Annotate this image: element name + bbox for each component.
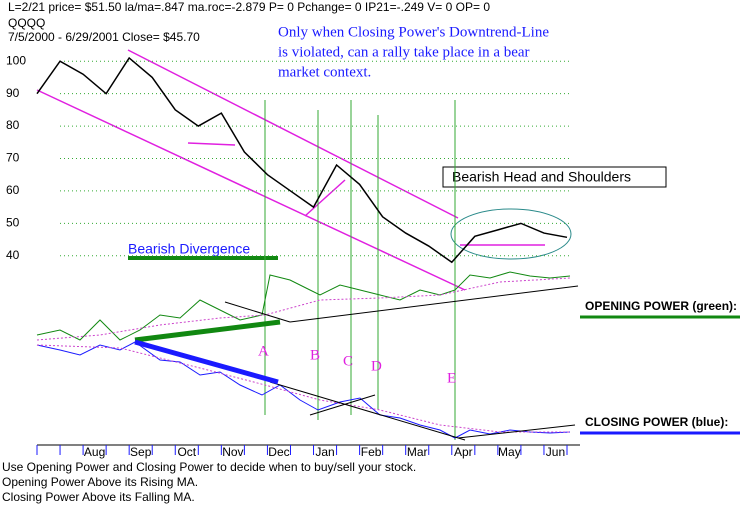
note-line: Only when Closing Power's Downtrend-Line (278, 24, 549, 40)
x-tick-label: Feb (361, 445, 382, 459)
pattern-label: Bearish Head and Shoulders (452, 169, 631, 185)
header: L=2/21 price= $51.50 la/ma=.847 ma.roc=-… (8, 0, 490, 14)
x-tick-label: May (498, 445, 521, 459)
x-tick-label: Aug (84, 445, 105, 459)
y-tick-label: 80 (6, 118, 20, 132)
opening-label: OPENING POWER (green): (585, 299, 737, 313)
closing-power-line (36, 341, 571, 439)
letter: A (258, 343, 269, 359)
y-tick-label: 60 (6, 183, 20, 197)
footer-line: Opening Power Above its Rising MA. (2, 475, 198, 489)
closing-label: CLOSING POWER (blue): (585, 415, 728, 429)
pattern-ellipse (450, 208, 572, 260)
note-line: market context. (278, 64, 371, 80)
x-tick-label: Jan (315, 445, 334, 459)
opening-power-line (36, 271, 571, 341)
trend-lines (36, 49, 545, 291)
footer-line: Closing Power Above its Falling MA. (2, 490, 195, 504)
x-tick-label: Nov (222, 445, 243, 459)
x-tick-label: Mar (407, 445, 428, 459)
y-tick-label: 100 (6, 53, 26, 67)
footer-line: Use Opening Power and Closing Power to d… (2, 460, 416, 474)
letter: E (447, 370, 456, 386)
x-tick-label: Dec (268, 445, 289, 459)
y-tick-label: 70 (6, 151, 20, 165)
x-tick-label: Apr (454, 445, 473, 459)
divergence-label: Bearish Divergence (128, 241, 250, 257)
signal-lines (264, 100, 456, 440)
letter: D (371, 358, 382, 374)
opening-power-trend (134, 319, 281, 343)
subtitle: 7/5/2000 - 6/29/2001 Close= $45.70 (8, 30, 200, 44)
x-tick-label: Sep (130, 445, 152, 459)
closing-power-trend (134, 339, 279, 385)
y-tick-label: 90 (6, 86, 20, 100)
y-tick-label: 40 (6, 248, 20, 262)
indicator-trend-lines (224, 285, 579, 441)
x-tick-label: Oct (177, 445, 196, 459)
note-line: is violated, can a rally take place in a… (278, 44, 530, 60)
letter: B (310, 347, 320, 363)
closing-power-ma (36, 344, 570, 433)
pattern-box (442, 166, 667, 188)
y-tick-label: 50 (6, 216, 20, 230)
price-line (36, 56, 568, 264)
x-tick-label: Jun (546, 445, 565, 459)
signal-letters: A B C D E (258, 343, 456, 386)
opening-power-ma (36, 277, 571, 341)
note: Only when Closing Power's Downtrend-Line… (278, 24, 549, 80)
chart-title: QQQQ (8, 16, 45, 30)
letter: C (343, 353, 353, 369)
